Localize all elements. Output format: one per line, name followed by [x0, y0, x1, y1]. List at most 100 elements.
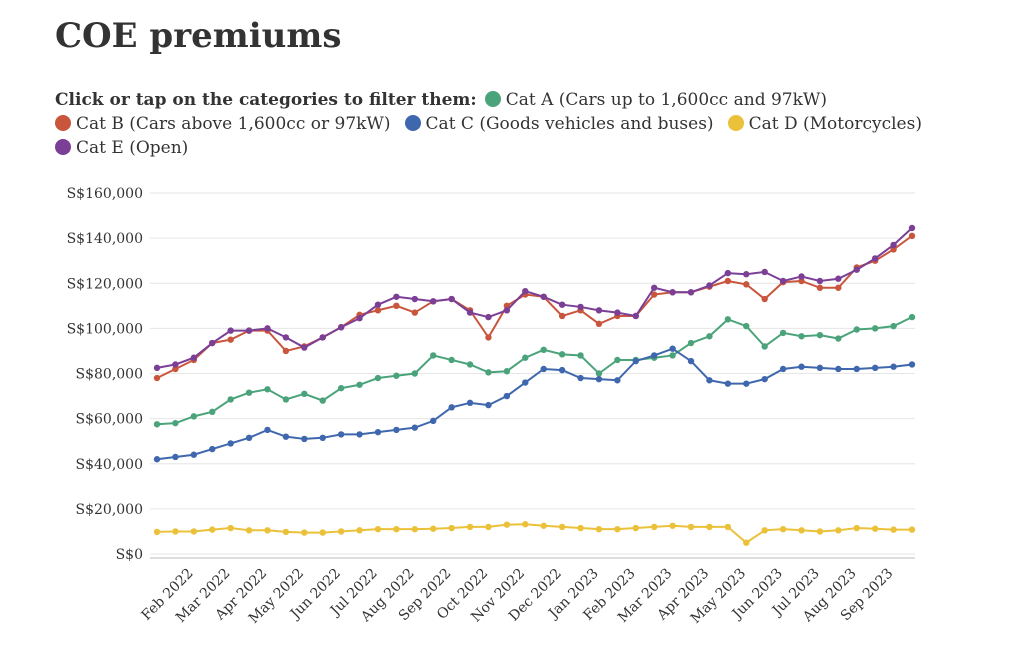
point [319, 434, 326, 442]
point [337, 324, 345, 331]
point [227, 327, 234, 334]
y-tick-label: S$160,000 [67, 186, 143, 202]
point [614, 377, 621, 384]
legend-swatch [55, 139, 71, 155]
y-tick-label: S$80,000 [76, 367, 143, 383]
point [853, 266, 860, 273]
point [190, 451, 198, 458]
point [503, 521, 511, 528]
point [172, 361, 179, 368]
y-tick-label: S$100,000 [67, 321, 143, 337]
point [209, 408, 216, 416]
point [448, 524, 455, 532]
point [264, 527, 271, 534]
point [577, 303, 584, 311]
point [908, 361, 916, 368]
point [282, 347, 290, 355]
point [853, 365, 860, 373]
point [890, 246, 897, 253]
point [245, 389, 253, 396]
point [172, 419, 179, 427]
y-tick-label: S$0 [116, 547, 143, 563]
point [448, 356, 455, 364]
point [761, 375, 768, 383]
point [816, 331, 824, 339]
point [430, 352, 437, 359]
legend-item[interactable]: Cat E (Open) [55, 138, 188, 158]
legend: Click or tap on the categories to filter… [55, 88, 955, 160]
y-tick-label: S$120,000 [67, 276, 143, 292]
point [393, 426, 400, 434]
point [190, 354, 198, 361]
point [190, 413, 198, 420]
y-tick-label: S$20,000 [76, 502, 143, 518]
line [156, 235, 913, 379]
point [522, 287, 529, 295]
point [337, 431, 345, 438]
point [485, 401, 492, 409]
legend-item[interactable]: Cat A (Cars up to 1,600cc and 97kW) [484, 90, 827, 110]
point [779, 329, 787, 337]
point [761, 295, 768, 303]
y-tick-label: S$140,000 [67, 231, 143, 247]
point [209, 445, 216, 453]
line [156, 523, 912, 544]
point [540, 365, 547, 373]
point [153, 421, 161, 428]
point [393, 372, 400, 379]
point [871, 255, 879, 262]
series [153, 232, 916, 382]
point [356, 315, 363, 322]
legend-item[interactable]: Cat D (Motorcycles) [727, 114, 922, 134]
point [282, 433, 290, 440]
point [687, 357, 695, 365]
point [522, 379, 529, 386]
point [908, 313, 916, 321]
point [761, 343, 768, 350]
point [153, 374, 161, 382]
point [743, 271, 750, 278]
legend-label: Cat B (Cars above 1,600cc or 97kW) [76, 114, 391, 134]
point [761, 268, 768, 276]
point [798, 277, 805, 285]
point [393, 525, 400, 533]
point [835, 284, 842, 291]
point [577, 524, 584, 532]
point [650, 284, 658, 291]
point [706, 333, 713, 340]
point [650, 523, 658, 531]
series [153, 521, 916, 546]
point [890, 322, 897, 330]
point [466, 361, 474, 368]
point [301, 529, 308, 536]
point [743, 380, 750, 387]
legend-item[interactable]: Cat B (Cars above 1,600cc or 97kW) [55, 114, 391, 134]
point [595, 370, 603, 377]
point [301, 344, 308, 351]
point [835, 365, 842, 373]
point [632, 312, 639, 320]
point [540, 346, 547, 354]
point [816, 364, 824, 372]
point [558, 301, 566, 308]
point [503, 368, 511, 375]
point [890, 526, 897, 533]
point [816, 528, 824, 535]
point [908, 526, 916, 533]
point [577, 374, 584, 382]
point [908, 232, 916, 240]
point [172, 528, 179, 535]
point [650, 352, 658, 359]
point [411, 424, 419, 431]
point [835, 335, 842, 342]
point [816, 277, 824, 285]
point [614, 309, 621, 316]
point [337, 528, 345, 535]
point [614, 525, 621, 533]
point [466, 309, 474, 316]
point [319, 529, 326, 536]
point [798, 363, 805, 370]
legend-item[interactable]: Cat C (Goods vehicles and buses) [404, 114, 714, 134]
point [871, 325, 879, 332]
point [669, 522, 676, 529]
